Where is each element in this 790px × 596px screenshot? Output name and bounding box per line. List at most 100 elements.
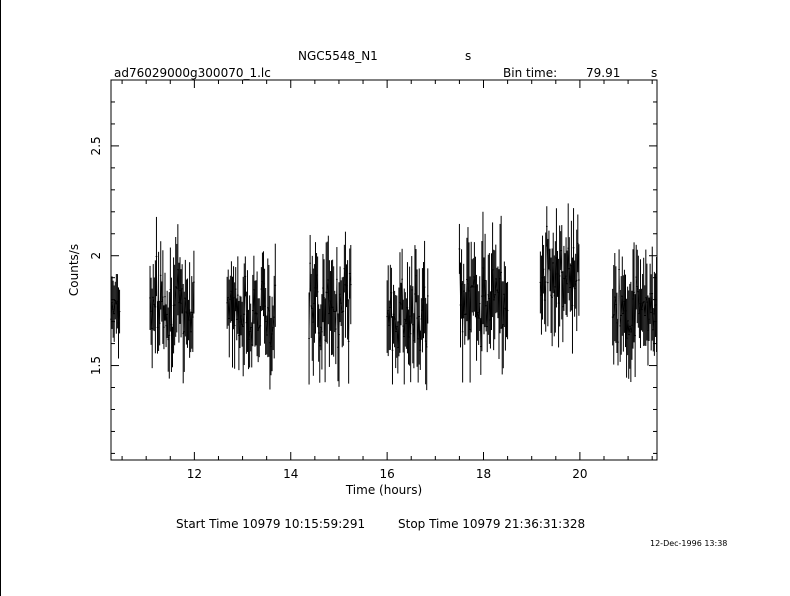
data-link: [172, 305, 174, 348]
data-link: [321, 288, 324, 332]
data-link: [628, 326, 631, 335]
data-link: [174, 286, 177, 306]
data-link: [152, 297, 155, 305]
data-link: [552, 262, 555, 296]
data-link: [349, 273, 352, 285]
data-link: [411, 289, 414, 325]
data-link: [468, 290, 471, 330]
data-link: [501, 324, 504, 328]
data-link: [641, 302, 643, 310]
data-link: [185, 298, 187, 313]
data-link: [613, 297, 616, 315]
data-link: [465, 279, 468, 315]
y-tick-label: 1.5: [89, 356, 103, 375]
data-link: [335, 279, 338, 330]
data-link: [620, 296, 623, 316]
data-link: [330, 300, 332, 308]
data-link: [634, 277, 637, 336]
data-link: [117, 301, 119, 323]
data-link: [240, 315, 243, 325]
data-link: [394, 319, 396, 332]
data-link: [426, 295, 429, 347]
data-link: [232, 297, 234, 323]
data-link: [491, 269, 493, 292]
data-link: [177, 269, 180, 303]
data-link: [638, 291, 640, 314]
data-link: [643, 301, 646, 316]
data-link: [473, 276, 475, 287]
data-link: [233, 297, 235, 326]
data-link: [541, 277, 543, 296]
bin-time-value: 79.91: [586, 66, 621, 80]
data-link: [424, 287, 426, 342]
data-link: [546, 226, 549, 283]
data-link: [310, 305, 313, 309]
data-link: [467, 283, 470, 291]
data-link: [553, 286, 556, 296]
data-link: [413, 294, 416, 341]
data-link: [639, 303, 641, 314]
data-link: [645, 297, 648, 303]
data-link: [248, 331, 250, 340]
data-link: [264, 306, 266, 322]
data-link: [273, 285, 276, 318]
object-name: NGC5548_N1: [298, 49, 378, 63]
x-axis-label: Time (hours): [345, 483, 422, 497]
data-link: [242, 314, 245, 327]
data-link: [549, 269, 552, 296]
data-link: [247, 311, 249, 340]
data-link: [235, 289, 238, 320]
window-left-border: [0, 0, 1, 596]
data-link: [267, 307, 270, 311]
data-link: [566, 248, 569, 284]
data-link: [408, 316, 410, 338]
x-tick-label: 16: [379, 467, 394, 481]
data-link: [555, 257, 557, 287]
data-link: [227, 297, 230, 319]
data-link: [268, 310, 271, 343]
data-link: [625, 310, 627, 339]
data-link: [271, 327, 274, 335]
data-link: [170, 289, 172, 325]
data-link: [340, 303, 343, 313]
data-link: [619, 315, 622, 326]
data-link: [157, 301, 159, 328]
data-link: [461, 283, 463, 332]
data-link: [633, 292, 636, 336]
data-link: [159, 275, 162, 324]
data-link: [489, 298, 491, 320]
data-link: [562, 278, 565, 307]
data-link: [266, 307, 269, 336]
data-link: [469, 287, 472, 330]
data-link: [162, 297, 165, 328]
date-stamp: 12-Dec-1996 13:38: [650, 539, 728, 548]
data-link: [547, 250, 550, 283]
object-unit: s: [465, 49, 472, 63]
data-link: [482, 267, 485, 296]
data-link: [459, 248, 461, 305]
data-link: [654, 305, 656, 314]
data-link: [418, 316, 421, 351]
data-link: [416, 318, 419, 339]
stop-time: Stop Time 10979 21:36:31:328: [398, 517, 586, 531]
data-link: [574, 281, 576, 289]
data-link: [183, 298, 186, 332]
data-link: [651, 293, 654, 330]
data-link: [163, 296, 166, 328]
data-link: [627, 320, 630, 335]
data-link: [228, 299, 231, 319]
data-link: [388, 307, 391, 326]
data-link: [545, 226, 548, 283]
data-link: [167, 335, 170, 340]
y-tick-label: 2: [89, 252, 103, 260]
data-link: [263, 283, 265, 307]
data-link: [500, 272, 503, 328]
x-tick-label: 12: [187, 467, 202, 481]
data-link: [567, 248, 570, 269]
data-link: [635, 277, 638, 287]
data-link: [415, 275, 418, 319]
data-link: [308, 263, 311, 339]
data-link: [617, 269, 620, 343]
data-link: [558, 275, 560, 304]
data-link: [314, 287, 316, 304]
